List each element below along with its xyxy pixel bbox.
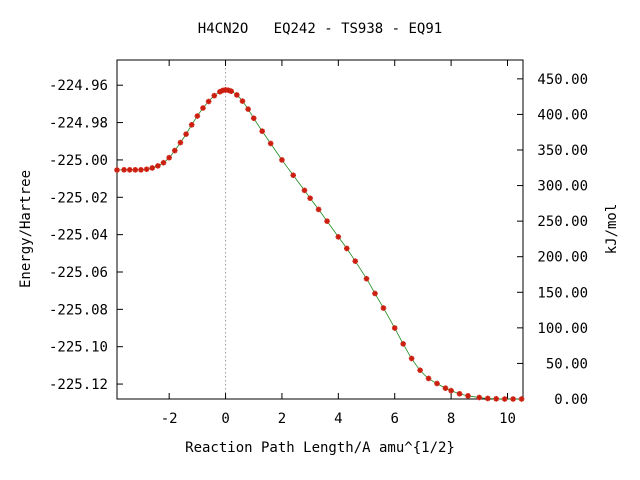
data-point xyxy=(510,396,516,402)
data-point xyxy=(194,113,201,119)
data-point xyxy=(188,122,195,128)
y-right-tick-label: 450.00 xyxy=(537,72,588,88)
plot-frame xyxy=(116,59,524,400)
data-point xyxy=(205,98,212,105)
data-point xyxy=(132,167,139,173)
y-left-tick-label: -225.12 xyxy=(49,377,108,393)
y-left-tick-label: -225.00 xyxy=(49,153,108,169)
y-left-tick-label: -225.06 xyxy=(49,265,108,281)
data-point xyxy=(363,275,370,282)
data-point xyxy=(200,105,206,111)
y-right-tick-label: 150.00 xyxy=(537,285,588,301)
data-point xyxy=(380,305,387,311)
y-right-tick-label: 300.00 xyxy=(537,179,588,195)
data-point xyxy=(267,140,274,147)
data-point xyxy=(343,245,350,252)
x-tick-label: 2 xyxy=(278,411,286,427)
data-point xyxy=(456,390,463,397)
data-point xyxy=(171,147,178,154)
data-point xyxy=(400,341,406,347)
data-point xyxy=(160,159,167,166)
data-point xyxy=(166,154,172,161)
data-point xyxy=(324,218,330,224)
data-point xyxy=(126,167,133,173)
data-point xyxy=(493,396,500,402)
x-axis-label: Reaction Path Length/A amu^{1/2} xyxy=(185,440,455,456)
data-point xyxy=(245,106,251,112)
data-point xyxy=(434,380,440,387)
y-axis-label-right: kJ/mol xyxy=(604,204,620,255)
data-point xyxy=(391,325,398,331)
data-point xyxy=(234,92,240,98)
chart-title: H4CN2O EQ242 - TS938 - EQ91 xyxy=(198,21,442,37)
y-left-tick-label: -225.04 xyxy=(49,228,108,244)
data-point xyxy=(315,206,322,213)
data-point xyxy=(121,167,127,173)
data-point xyxy=(279,157,285,163)
y-right-tick-label: 0.00 xyxy=(554,392,588,408)
x-tick-label: -2 xyxy=(161,411,178,427)
data-point xyxy=(177,139,184,146)
x-tick-label: 6 xyxy=(390,411,398,427)
data-point xyxy=(183,131,189,137)
x-tick-label: 0 xyxy=(221,411,229,427)
data-point xyxy=(239,98,246,104)
y-left-tick-label: -225.10 xyxy=(49,340,108,356)
y-left-tick-label: -225.08 xyxy=(49,302,108,318)
data-point xyxy=(259,128,266,134)
data-point xyxy=(442,385,449,391)
y-left-tick-label: -224.96 xyxy=(49,78,108,94)
y-axis-label-left: Energy/Hartree xyxy=(18,170,34,288)
data-point xyxy=(211,92,218,99)
y-left-ticks: -224.96 -224.98 -225.00 -225.02 -225.04 -225.… xyxy=(49,78,123,393)
data-point xyxy=(408,355,415,362)
y-right-tick-label: 400.00 xyxy=(537,107,588,123)
x-tick-label: 4 xyxy=(334,411,342,427)
x-tick-label: 10 xyxy=(499,411,516,427)
y-right-ticks: 0.00 50.00 100.00 150.00 200.00 250.00 300.00 3… xyxy=(517,72,588,408)
x-tick-label: 8 xyxy=(447,411,455,427)
data-point xyxy=(417,367,423,374)
y-right-tick-label: 200.00 xyxy=(537,250,588,266)
x-ticks: -2 0 2 4 6 8 10 xyxy=(161,60,516,427)
data-point xyxy=(518,396,525,402)
data-point xyxy=(372,290,378,297)
data-points xyxy=(114,87,525,402)
data-point xyxy=(143,166,150,173)
data-point xyxy=(228,88,234,94)
data-point xyxy=(352,258,359,264)
energy-curve xyxy=(116,89,522,400)
data-point xyxy=(307,195,313,202)
data-point xyxy=(301,187,308,194)
data-point xyxy=(155,163,161,169)
data-point xyxy=(149,165,156,171)
y-left-tick-label: -224.98 xyxy=(49,116,108,132)
data-point xyxy=(335,234,342,240)
y-right-tick-label: 350.00 xyxy=(537,143,588,159)
data-point xyxy=(250,115,257,122)
data-point xyxy=(465,393,471,399)
data-point xyxy=(448,387,454,394)
y-right-tick-label: 100.00 xyxy=(537,321,588,337)
data-point xyxy=(138,167,144,173)
data-point xyxy=(501,396,508,402)
y-left-tick-label: -225.02 xyxy=(49,190,108,206)
data-point xyxy=(476,394,483,401)
data-point xyxy=(484,395,491,402)
y-right-tick-label: 50.00 xyxy=(546,356,588,372)
y-right-tick-label: 250.00 xyxy=(537,214,588,230)
data-point xyxy=(425,375,432,382)
data-point xyxy=(114,167,120,173)
data-point xyxy=(290,172,297,179)
